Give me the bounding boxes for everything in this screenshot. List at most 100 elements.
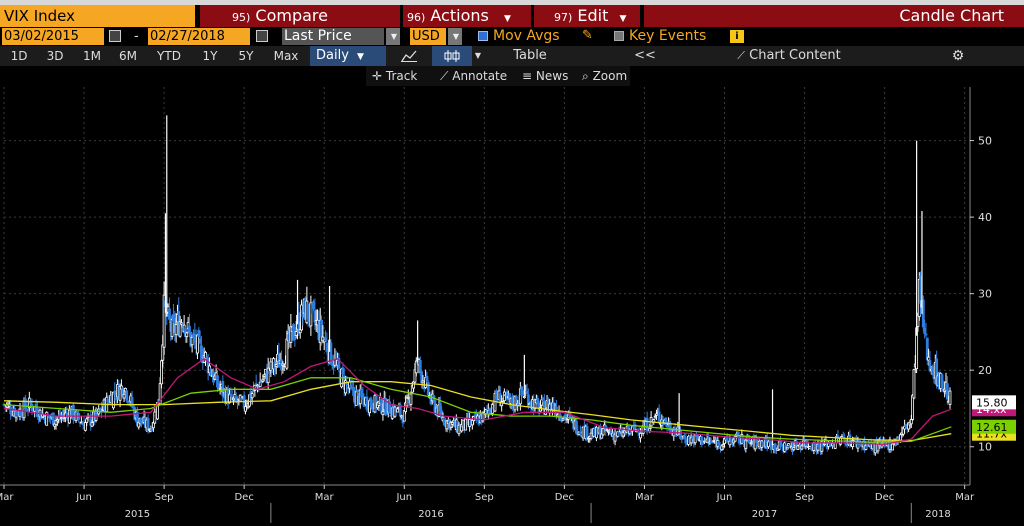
range-max[interactable]: Max: [273, 49, 299, 63]
currency-field[interactable]: USD: [410, 28, 446, 45]
candle-body: [701, 442, 705, 445]
settings-bar: 03/02/2015 - 02/27/2018 Last Price ▼ USD…: [0, 27, 1024, 46]
candle-body: [85, 418, 89, 423]
line-chart-icon[interactable]: [394, 46, 424, 66]
zoom-button[interactable]: ⌕ Zoom: [582, 68, 627, 85]
ma-short-line: [3, 357, 952, 446]
y-tick-label: 40: [978, 211, 992, 224]
candle-body: [721, 444, 725, 447]
ticker-input[interactable]: VIX Index: [0, 5, 195, 27]
key-events-checkbox[interactable]: [614, 31, 624, 41]
news-label: News: [535, 69, 569, 83]
price-field-select[interactable]: Last Price: [282, 28, 384, 45]
collapse-button[interactable]: <<: [634, 48, 656, 63]
annotate-button[interactable]: ⟋ Annotate: [440, 68, 507, 85]
mov-avgs-checkbox[interactable]: [478, 31, 488, 41]
candle-body: [605, 428, 609, 431]
candle-body: [122, 393, 126, 399]
x-tick-label: Dec: [875, 492, 894, 503]
candle-body: [703, 440, 706, 443]
x-tick-label: Jun: [716, 492, 733, 503]
candle-body: [629, 431, 633, 434]
candle-body: [254, 383, 258, 386]
candle-body: [170, 319, 174, 337]
candle-body: [845, 444, 849, 447]
candle-body: [683, 436, 686, 440]
candle-body: [221, 380, 225, 397]
candle-body: [320, 319, 323, 338]
candle-body: [927, 356, 931, 361]
candle-body: [113, 390, 117, 396]
candle-body: [174, 324, 178, 336]
end-calendar-icon[interactable]: [256, 30, 268, 42]
zoom-label: Zoom: [592, 69, 628, 83]
candle-body: [354, 391, 358, 406]
actions-button[interactable]: 96) Actions ▼: [403, 5, 531, 27]
settings-gear-icon[interactable]: ⚙: [951, 48, 965, 64]
range-3d[interactable]: 3D: [46, 49, 64, 63]
x-tick-label: Sep: [155, 492, 174, 503]
table-button[interactable]: Table: [513, 48, 547, 63]
info-icon[interactable]: i: [730, 30, 744, 43]
chart-content-button[interactable]: ⟋ Chart Content: [724, 46, 854, 66]
candle-body: [188, 325, 191, 333]
range-bar: 1D 3D 1M 6M YTD 1Y 5Y Max Daily ▼ ▼ Tabl…: [0, 46, 1024, 66]
candle-body: [421, 380, 425, 384]
start-date-field[interactable]: 03/02/2015: [2, 28, 104, 45]
range-ytd[interactable]: YTD: [157, 49, 181, 63]
candle-body: [261, 379, 265, 382]
candle-body: [749, 442, 753, 445]
candle-body: [146, 418, 150, 432]
compare-button[interactable]: 95) Compare: [200, 5, 400, 27]
range-5y[interactable]: 5Y: [238, 49, 254, 63]
track-button[interactable]: ✛ Track: [372, 68, 417, 85]
range-1d[interactable]: 1D: [10, 49, 28, 63]
range-1m[interactable]: 1M: [83, 49, 101, 63]
candle-body: [736, 431, 740, 436]
candle-chart-icon[interactable]: [432, 46, 472, 66]
edit-button[interactable]: 97) Edit ▼: [534, 5, 640, 27]
candle-body: [325, 342, 329, 352]
candle-chart[interactable]: 10 20 30 40 50 Mar Jun Sep Dec Mar Jun Sep Dec Mar Ju…: [0, 87, 1024, 526]
candle-body: [381, 410, 385, 416]
chart-type-title: Candle Chart: [644, 5, 1024, 27]
x-axis: Mar Jun Sep Dec Mar Jun Sep Dec Mar Jun Sep Dec Mar 2…: [0, 485, 975, 523]
actions-shortcut: 96): [407, 11, 426, 24]
candle-body: [800, 445, 804, 450]
chart-style-chevron-down-icon[interactable]: ▼: [474, 51, 482, 60]
candle-body: [9, 407, 13, 415]
currency-chevron-down-icon[interactable]: ▼: [448, 28, 462, 45]
price-field-chevron-down-icon[interactable]: ▼: [386, 28, 400, 45]
candle-body: [891, 443, 895, 451]
candle-body: [384, 398, 387, 416]
candle-body: [250, 393, 254, 399]
candle-body: [59, 417, 63, 420]
pencil-icon[interactable]: ✎: [582, 28, 593, 43]
y-tick-label: 20: [978, 364, 992, 377]
news-button[interactable]: ≡ News: [522, 68, 568, 85]
x-tick-label: Mar: [315, 492, 335, 503]
year-label: 2015: [125, 509, 150, 520]
quote-strip: [0, 0, 1024, 5]
mov-avgs-label: Mov Avgs: [493, 28, 560, 44]
end-date-field[interactable]: 02/27/2018: [148, 28, 250, 45]
start-calendar-icon[interactable]: [109, 30, 121, 42]
candle-body: [196, 334, 199, 354]
period-select[interactable]: Daily ▼: [310, 46, 386, 66]
candle-body: [601, 427, 605, 436]
range-6m[interactable]: 6M: [119, 49, 137, 63]
candle-body: [23, 398, 27, 410]
track-label: Track: [385, 69, 418, 83]
candle-body: [923, 327, 927, 334]
candle-body: [409, 393, 413, 405]
candle-body: [412, 381, 416, 389]
range-1y[interactable]: 1Y: [202, 49, 218, 63]
candle-body: [657, 411, 661, 422]
candle-body: [521, 393, 525, 395]
y-tick-label: 30: [978, 288, 992, 301]
actions-chevron-down-icon: ▼: [503, 14, 511, 24]
candle-body: [844, 438, 848, 446]
candle-body: [234, 395, 238, 401]
candle-body: [450, 422, 454, 425]
candle-body: [385, 412, 389, 415]
